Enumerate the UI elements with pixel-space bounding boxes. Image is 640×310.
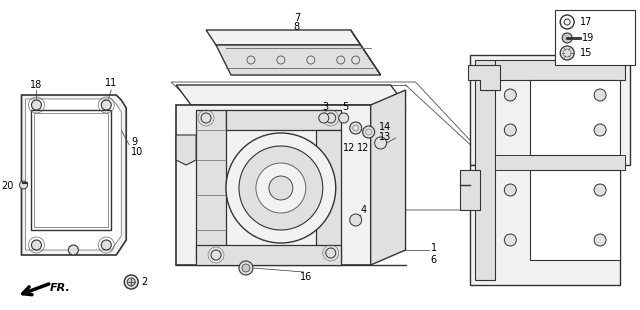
Polygon shape [470,165,620,285]
Circle shape [19,181,28,189]
Polygon shape [206,30,361,45]
Polygon shape [531,170,620,260]
Polygon shape [495,155,625,170]
Text: 2: 2 [141,277,147,287]
Text: 4: 4 [361,205,367,215]
Circle shape [31,240,42,250]
Circle shape [339,113,349,123]
Circle shape [68,245,78,255]
Text: 7: 7 [294,13,300,23]
Polygon shape [226,110,340,130]
Circle shape [256,163,306,213]
Circle shape [239,146,323,230]
Circle shape [127,278,135,286]
Polygon shape [495,60,625,80]
Polygon shape [476,60,495,280]
Text: 3: 3 [323,102,329,112]
Circle shape [201,113,211,123]
Circle shape [504,184,516,196]
Circle shape [326,248,336,258]
Polygon shape [470,55,630,165]
Polygon shape [196,245,340,265]
Polygon shape [531,80,620,155]
Text: 16: 16 [300,272,312,282]
Circle shape [239,261,253,275]
Text: 18: 18 [29,80,42,90]
Bar [556,10,635,65]
Text: 12: 12 [356,143,369,153]
Polygon shape [22,95,126,255]
Polygon shape [371,90,406,265]
Circle shape [594,124,606,136]
Polygon shape [176,85,406,105]
Circle shape [594,89,606,101]
Circle shape [319,113,329,123]
Circle shape [349,122,362,134]
Text: 15: 15 [580,48,593,58]
Circle shape [226,133,336,243]
Text: FR.: FR. [49,283,70,293]
Circle shape [211,250,221,260]
Text: 10: 10 [131,147,143,157]
Text: 12: 12 [342,143,355,153]
Polygon shape [351,30,381,75]
Polygon shape [316,130,340,260]
Bar [35,113,108,227]
Polygon shape [460,170,481,210]
Circle shape [560,15,574,29]
Bar [31,110,111,230]
Polygon shape [196,110,226,260]
Circle shape [560,46,574,60]
Polygon shape [26,99,121,250]
Circle shape [504,124,516,136]
Text: 9: 9 [131,137,138,147]
Text: 8: 8 [294,22,300,32]
Polygon shape [176,105,371,265]
Text: 6: 6 [431,255,436,265]
Circle shape [349,214,362,226]
Text: 19: 19 [582,33,595,43]
Circle shape [594,184,606,196]
Circle shape [504,89,516,101]
Circle shape [363,126,374,138]
Circle shape [504,234,516,246]
Circle shape [326,113,336,123]
Circle shape [124,275,138,289]
Polygon shape [468,65,500,90]
Circle shape [31,100,42,110]
Circle shape [374,137,387,149]
Circle shape [564,19,570,25]
Polygon shape [216,45,381,75]
Circle shape [101,240,111,250]
Circle shape [242,264,250,272]
Text: 13: 13 [379,132,391,142]
Text: 17: 17 [580,17,593,27]
Text: 14: 14 [379,122,391,132]
Circle shape [594,234,606,246]
Polygon shape [176,135,196,165]
Circle shape [269,176,293,200]
Circle shape [101,100,111,110]
Circle shape [562,33,572,43]
Text: 1: 1 [431,243,436,253]
Text: 11: 11 [105,78,117,88]
Text: 20: 20 [1,181,13,191]
Text: 5: 5 [342,102,349,112]
